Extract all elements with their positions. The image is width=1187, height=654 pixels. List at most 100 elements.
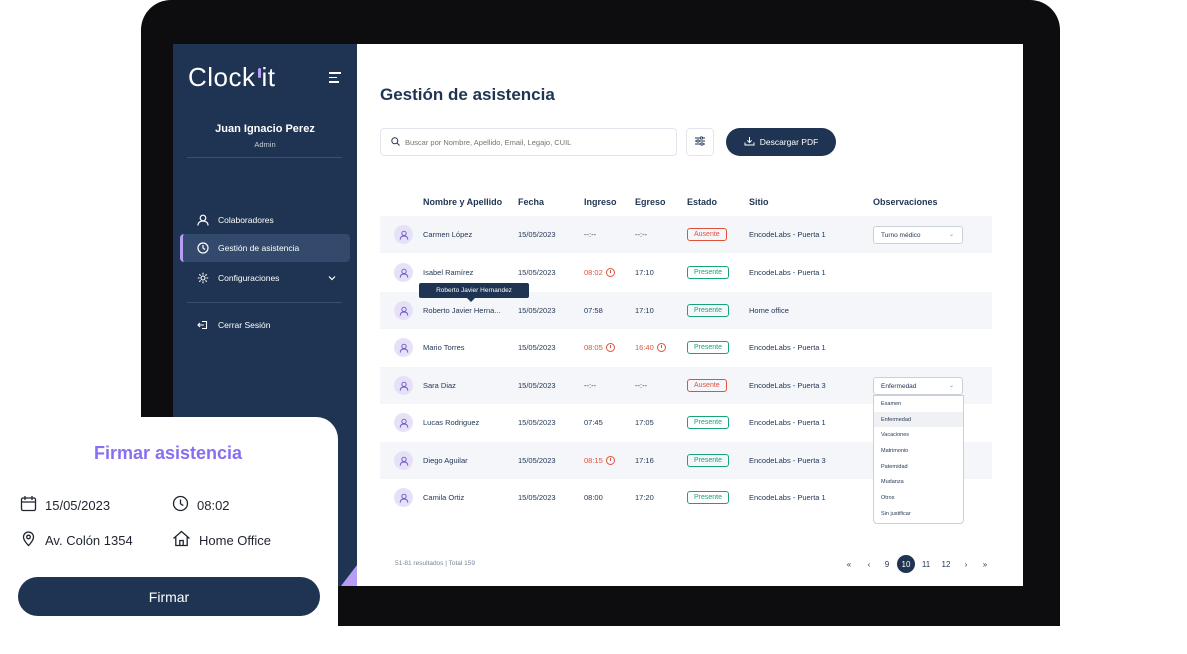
table-row[interactable]: Carmen López 15/05/2023 --:-- --:-- Ause… [380, 216, 992, 253]
avatar-icon [394, 413, 413, 432]
cell-out: 17:16 [635, 456, 654, 465]
dropdown-option[interactable]: Mudanza [881, 479, 904, 486]
first-page-button[interactable]: « [846, 559, 852, 569]
dropdown-option[interactable]: Otros [881, 494, 895, 501]
observaciones-select[interactable]: Enfermedad ⌄ [873, 377, 963, 395]
sidebar-item-colaboradores[interactable]: Colaboradores [180, 206, 350, 234]
prev-page-button[interactable]: ‹ [867, 559, 871, 569]
cell-in: --:-- [584, 381, 597, 390]
page-button[interactable]: 11 [921, 559, 931, 569]
download-pdf-button[interactable]: Descargar PDF [726, 128, 836, 156]
column-header-estado[interactable]: Estado [687, 197, 718, 207]
status-badge: Presente [687, 491, 730, 504]
cell-in: 08:15 [584, 442, 615, 479]
cell-out: 17:05 [635, 418, 654, 427]
status-badge: Ausente [687, 379, 727, 392]
cell-date: 15/05/2023 [518, 306, 556, 315]
late-clock-icon [605, 343, 615, 352]
column-header-sitio[interactable]: Sitio [749, 197, 769, 207]
cell-out: --:-- [635, 381, 648, 390]
divider [187, 302, 342, 303]
logout-icon [196, 318, 210, 332]
observaciones-select[interactable]: Turno médico ⌄ [873, 226, 963, 244]
gear-icon [196, 271, 210, 285]
page-title: Gestión de asistencia [380, 85, 555, 104]
clock-icon [196, 241, 210, 255]
column-header-egreso[interactable]: Egreso [635, 197, 666, 207]
table-row[interactable]: Roberto Javier Herna... 15/05/2023 07:58… [380, 292, 992, 329]
results-info: 51-81 resultados | Total 159 [395, 560, 475, 567]
cell-out: 17:10 [635, 268, 654, 277]
cell-in: 08:02 [584, 254, 615, 291]
cell-date: 15/05/2023 [518, 456, 556, 465]
avatar-icon [394, 376, 413, 395]
decorative-accent [341, 565, 357, 586]
select-value: Enfermedad [881, 382, 917, 390]
sign-button[interactable]: Firmar [18, 577, 320, 616]
column-header-ingreso[interactable]: Ingreso [584, 197, 617, 207]
late-clock-icon [605, 268, 615, 277]
table-row[interactable]: Isabel Ramírez 15/05/2023 08:02 17:10 Pr… [380, 254, 992, 291]
cell-in: 07:58 [584, 306, 603, 315]
observaciones-dropdown-menu[interactable]: Examen Enfermedad Vacaciones Matrimonio … [873, 395, 964, 524]
filter-button[interactable] [686, 128, 714, 156]
search-input[interactable] [405, 137, 665, 147]
status-badge: Presente [687, 341, 730, 354]
cell-site: EncodeLabs - Puerta 1 [749, 418, 826, 427]
logout-button[interactable]: Cerrar Sesión [180, 311, 350, 339]
dropdown-option[interactable]: Vacaciones [881, 432, 910, 439]
search-box[interactable] [380, 128, 677, 156]
dropdown-option[interactable]: Examen [881, 400, 902, 407]
cell-in: 08:05 [584, 329, 615, 366]
dropdown-option[interactable]: Matrimonio [881, 447, 909, 454]
card-date-value: 15/05/2023 [45, 497, 111, 513]
sidebar-item-configuraciones[interactable]: Configuraciones [180, 264, 350, 292]
page-button[interactable]: 12 [941, 559, 951, 569]
sidebar-item-label: Configuraciones [218, 273, 280, 283]
table-row[interactable]: Sara Diaz 15/05/2023 --:-- --:-- Ausente… [380, 367, 992, 404]
card-mode: Home Office [172, 530, 271, 550]
last-page-button[interactable]: » [982, 559, 988, 569]
cell-name: Camila Ortiz [423, 493, 465, 502]
cell-out: 17:10 [635, 306, 654, 315]
card-date: 15/05/2023 [20, 495, 110, 515]
menu-toggle-icon[interactable] [329, 72, 341, 86]
sidebar-item-gestion-asistencia[interactable]: Gestión de asistencia [180, 234, 350, 262]
dropdown-option[interactable]: Paternidad [881, 463, 908, 470]
dropdown-option[interactable]: Sin justificar [881, 510, 911, 517]
status-badge: Presente [687, 416, 730, 429]
avatar-icon [394, 225, 413, 244]
cell-date: 15/05/2023 [518, 343, 556, 352]
divider [187, 157, 342, 158]
cell-date: 15/05/2023 [518, 268, 556, 277]
page-button[interactable]: 9 [884, 559, 890, 569]
card-time: 08:02 [172, 495, 230, 515]
cell-out-value: 16:40 [635, 343, 654, 352]
table-row[interactable]: Camila Ortiz 15/05/2023 08:00 17:20 Pres… [380, 479, 992, 516]
cell-in: 08:00 [584, 493, 603, 502]
table-row[interactable]: Mario Torres 15/05/2023 08:05 16:40 Pres… [380, 329, 992, 366]
cell-name: Lucas Rodriguez [423, 418, 480, 427]
next-page-button[interactable]: › [964, 559, 968, 569]
chevron-down-icon: ⌄ [948, 383, 954, 389]
column-header-fecha[interactable]: Fecha [518, 197, 545, 207]
user-icon [196, 213, 210, 227]
column-header-nombre[interactable]: Nombre y Apellido [423, 197, 503, 207]
cell-date: 15/05/2023 [518, 493, 556, 502]
dropdown-option[interactable]: Enfermedad [874, 411, 963, 428]
cell-date: 15/05/2023 [518, 418, 556, 427]
logout-label: Cerrar Sesión [218, 320, 271, 330]
chevron-down-icon[interactable] [328, 273, 336, 283]
cell-date: 15/05/2023 [518, 230, 556, 239]
avatar-icon [394, 301, 413, 320]
main-content: Gestión de asistencia Descargar PDF Nom [357, 44, 1023, 586]
cell-site: EncodeLabs - Puerta 3 [749, 381, 826, 390]
status-badge: Presente [687, 266, 730, 279]
cell-name: Diego Aguilar [423, 456, 468, 465]
cell-out: 16:40 [635, 329, 666, 366]
sidebar-item-label: Gestión de asistencia [218, 243, 300, 253]
table-row[interactable]: Lucas Rodriguez 15/05/2023 07:45 17:05 P… [380, 404, 992, 441]
page-button-current[interactable]: 10 [897, 555, 915, 573]
column-header-observaciones[interactable]: Observaciones [873, 197, 938, 207]
cell-site: EncodeLabs - Puerta 3 [749, 456, 826, 465]
